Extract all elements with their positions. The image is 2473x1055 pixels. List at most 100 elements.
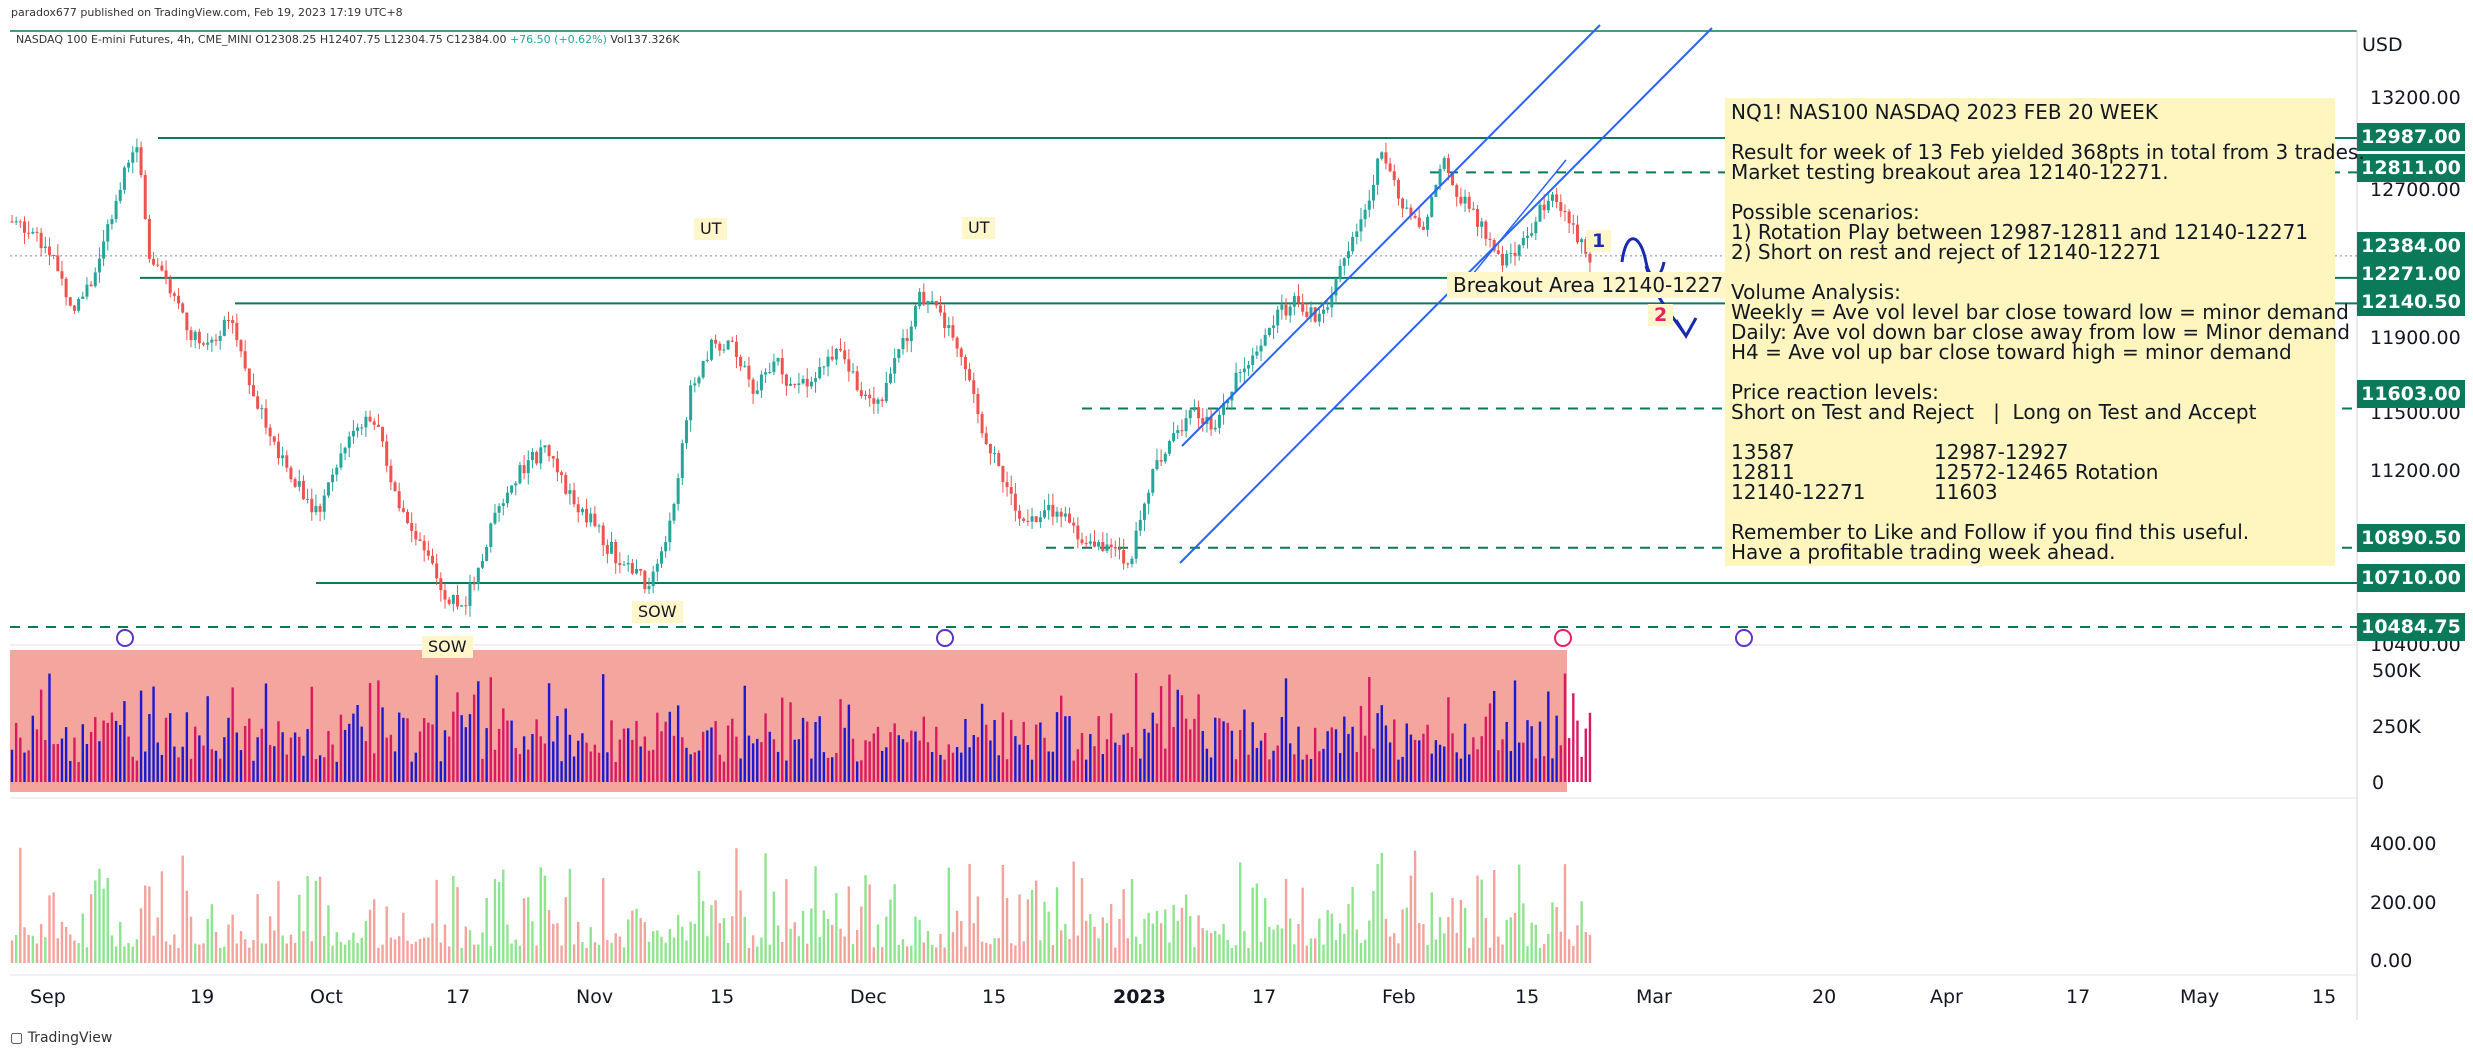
volume-bar <box>768 731 771 782</box>
oscillator-bar <box>1526 946 1529 963</box>
price-tag-12271[interactable]: 12271.00 <box>2357 260 2465 288</box>
volume-bar <box>381 707 384 782</box>
oscillator-bar <box>1209 933 1213 963</box>
candle-body <box>814 378 818 382</box>
price-tag-11603[interactable]: 11603.00 <box>2357 380 2465 408</box>
oscillator-bar <box>1567 939 1571 963</box>
candle-body <box>539 447 543 464</box>
time-tick: 20 <box>1812 986 1837 1008</box>
volume-bar <box>127 736 130 782</box>
candle-body <box>1301 302 1305 312</box>
oscillator-bar <box>1522 903 1525 963</box>
candle-body <box>39 232 43 249</box>
volume-bar <box>631 739 634 782</box>
candle-body <box>739 356 743 367</box>
volume-bar <box>785 760 788 782</box>
oscillator-bar <box>993 938 996 963</box>
candle-body <box>322 495 326 512</box>
time-tick: May <box>2180 986 2220 1008</box>
price-tag-12384[interactable]: 12384.00 <box>2357 232 2465 260</box>
oscillator-bar <box>185 890 189 963</box>
oscillator-bar <box>1001 865 1005 963</box>
oscillator-bar <box>1480 879 1483 963</box>
candle-body <box>301 481 305 500</box>
oscillator-bar <box>1214 930 1217 963</box>
level-short: 12140-12271 <box>1731 480 1866 504</box>
volume-bar <box>685 747 688 782</box>
oscillator-bar <box>606 940 609 963</box>
volume-bar <box>1139 758 1142 782</box>
volume-bar <box>835 752 838 782</box>
volume-bar <box>1276 745 1279 782</box>
candle-body <box>1521 237 1525 246</box>
oscillator-bar <box>452 875 455 963</box>
volume-bar <box>718 754 721 782</box>
oscillator-bar <box>1197 915 1200 963</box>
time-tick: Dec <box>850 986 887 1008</box>
oscillator-bar <box>1351 887 1354 963</box>
oscillator-bar <box>1064 923 1067 963</box>
price-tag-10710[interactable]: 10710.00 <box>2357 564 2465 592</box>
annot-title: NQ1! NAS100 NASDAQ 2023 FEB 20 WEEK <box>1731 100 2158 124</box>
volume-bar <box>389 734 393 782</box>
candle-body <box>1055 511 1059 517</box>
oscillator-bar <box>1447 916 1450 963</box>
candle-body <box>293 479 297 487</box>
volume-bar <box>189 758 193 782</box>
oscillator-bar <box>223 946 226 963</box>
candle-body <box>389 465 393 483</box>
price-tag-12987[interactable]: 12987.00 <box>2357 123 2465 151</box>
oscillator-bar <box>460 947 463 963</box>
volume-bar <box>402 717 405 782</box>
candle-body <box>547 445 551 457</box>
oscillator-bar <box>443 924 447 963</box>
volume-bar <box>531 734 534 782</box>
candle-body <box>859 390 863 397</box>
oscillator-bar <box>585 947 588 963</box>
candle-body <box>668 520 672 543</box>
oscillator-bar <box>701 901 705 963</box>
volume-bar <box>60 738 64 782</box>
price-tag-12140[interactable]: 12140.50 <box>2357 288 2465 316</box>
volume-bar <box>880 750 884 782</box>
annot-result: Result for week of 13 Feb yielded 368pts… <box>1731 140 2365 164</box>
symbol-name[interactable]: NASDAQ 100 E-mini Futures, 4h, CME_MINI <box>16 33 252 46</box>
tradingview-logo[interactable]: ▢ TradingView <box>10 1030 112 1046</box>
oscillator-bar <box>710 905 713 963</box>
oscillator-bar <box>373 899 376 963</box>
price-tag-12811[interactable]: 12811.00 <box>2357 154 2465 182</box>
oscillator-bar <box>1051 945 1055 963</box>
candle-body <box>1276 309 1280 326</box>
oscillator-bar <box>610 942 613 963</box>
price-tag-10484[interactable]: 10484.75 <box>2357 613 2465 641</box>
candle-body <box>784 374 788 386</box>
oscillator-bar <box>939 933 942 963</box>
volume-bar <box>19 737 22 782</box>
volume-bar <box>318 755 322 782</box>
volume-bar <box>905 742 909 782</box>
oscillator-bar <box>789 928 792 963</box>
candle-body <box>89 284 93 287</box>
volume-bar <box>10 749 14 782</box>
candle-body <box>256 396 260 409</box>
oscillator-bar <box>268 916 272 963</box>
volume-bar <box>1459 758 1463 782</box>
candle-body <box>618 563 622 566</box>
candle-body <box>451 594 455 604</box>
volume-bar <box>497 728 501 782</box>
oscillator-bar <box>44 937 47 963</box>
oscillator-bar <box>751 935 755 963</box>
volume-bar <box>98 741 101 782</box>
candle-body <box>993 453 997 455</box>
oscillator-bar <box>385 906 388 963</box>
volume-bar <box>1484 716 1488 782</box>
candle-body <box>472 583 476 585</box>
annotation-note[interactable]: NQ1! NAS100 NASDAQ 2023 FEB 20 WEEK Resu… <box>1725 98 2365 566</box>
oscillator-bar <box>1359 943 1363 963</box>
candle-body <box>372 421 376 425</box>
oscillator-bar <box>418 939 422 963</box>
price-tag-10890[interactable]: 10890.50 <box>2357 524 2465 552</box>
oscillator-bar <box>1026 899 1030 963</box>
annot-level-row: 13587 12987-12927 <box>1731 442 2329 462</box>
